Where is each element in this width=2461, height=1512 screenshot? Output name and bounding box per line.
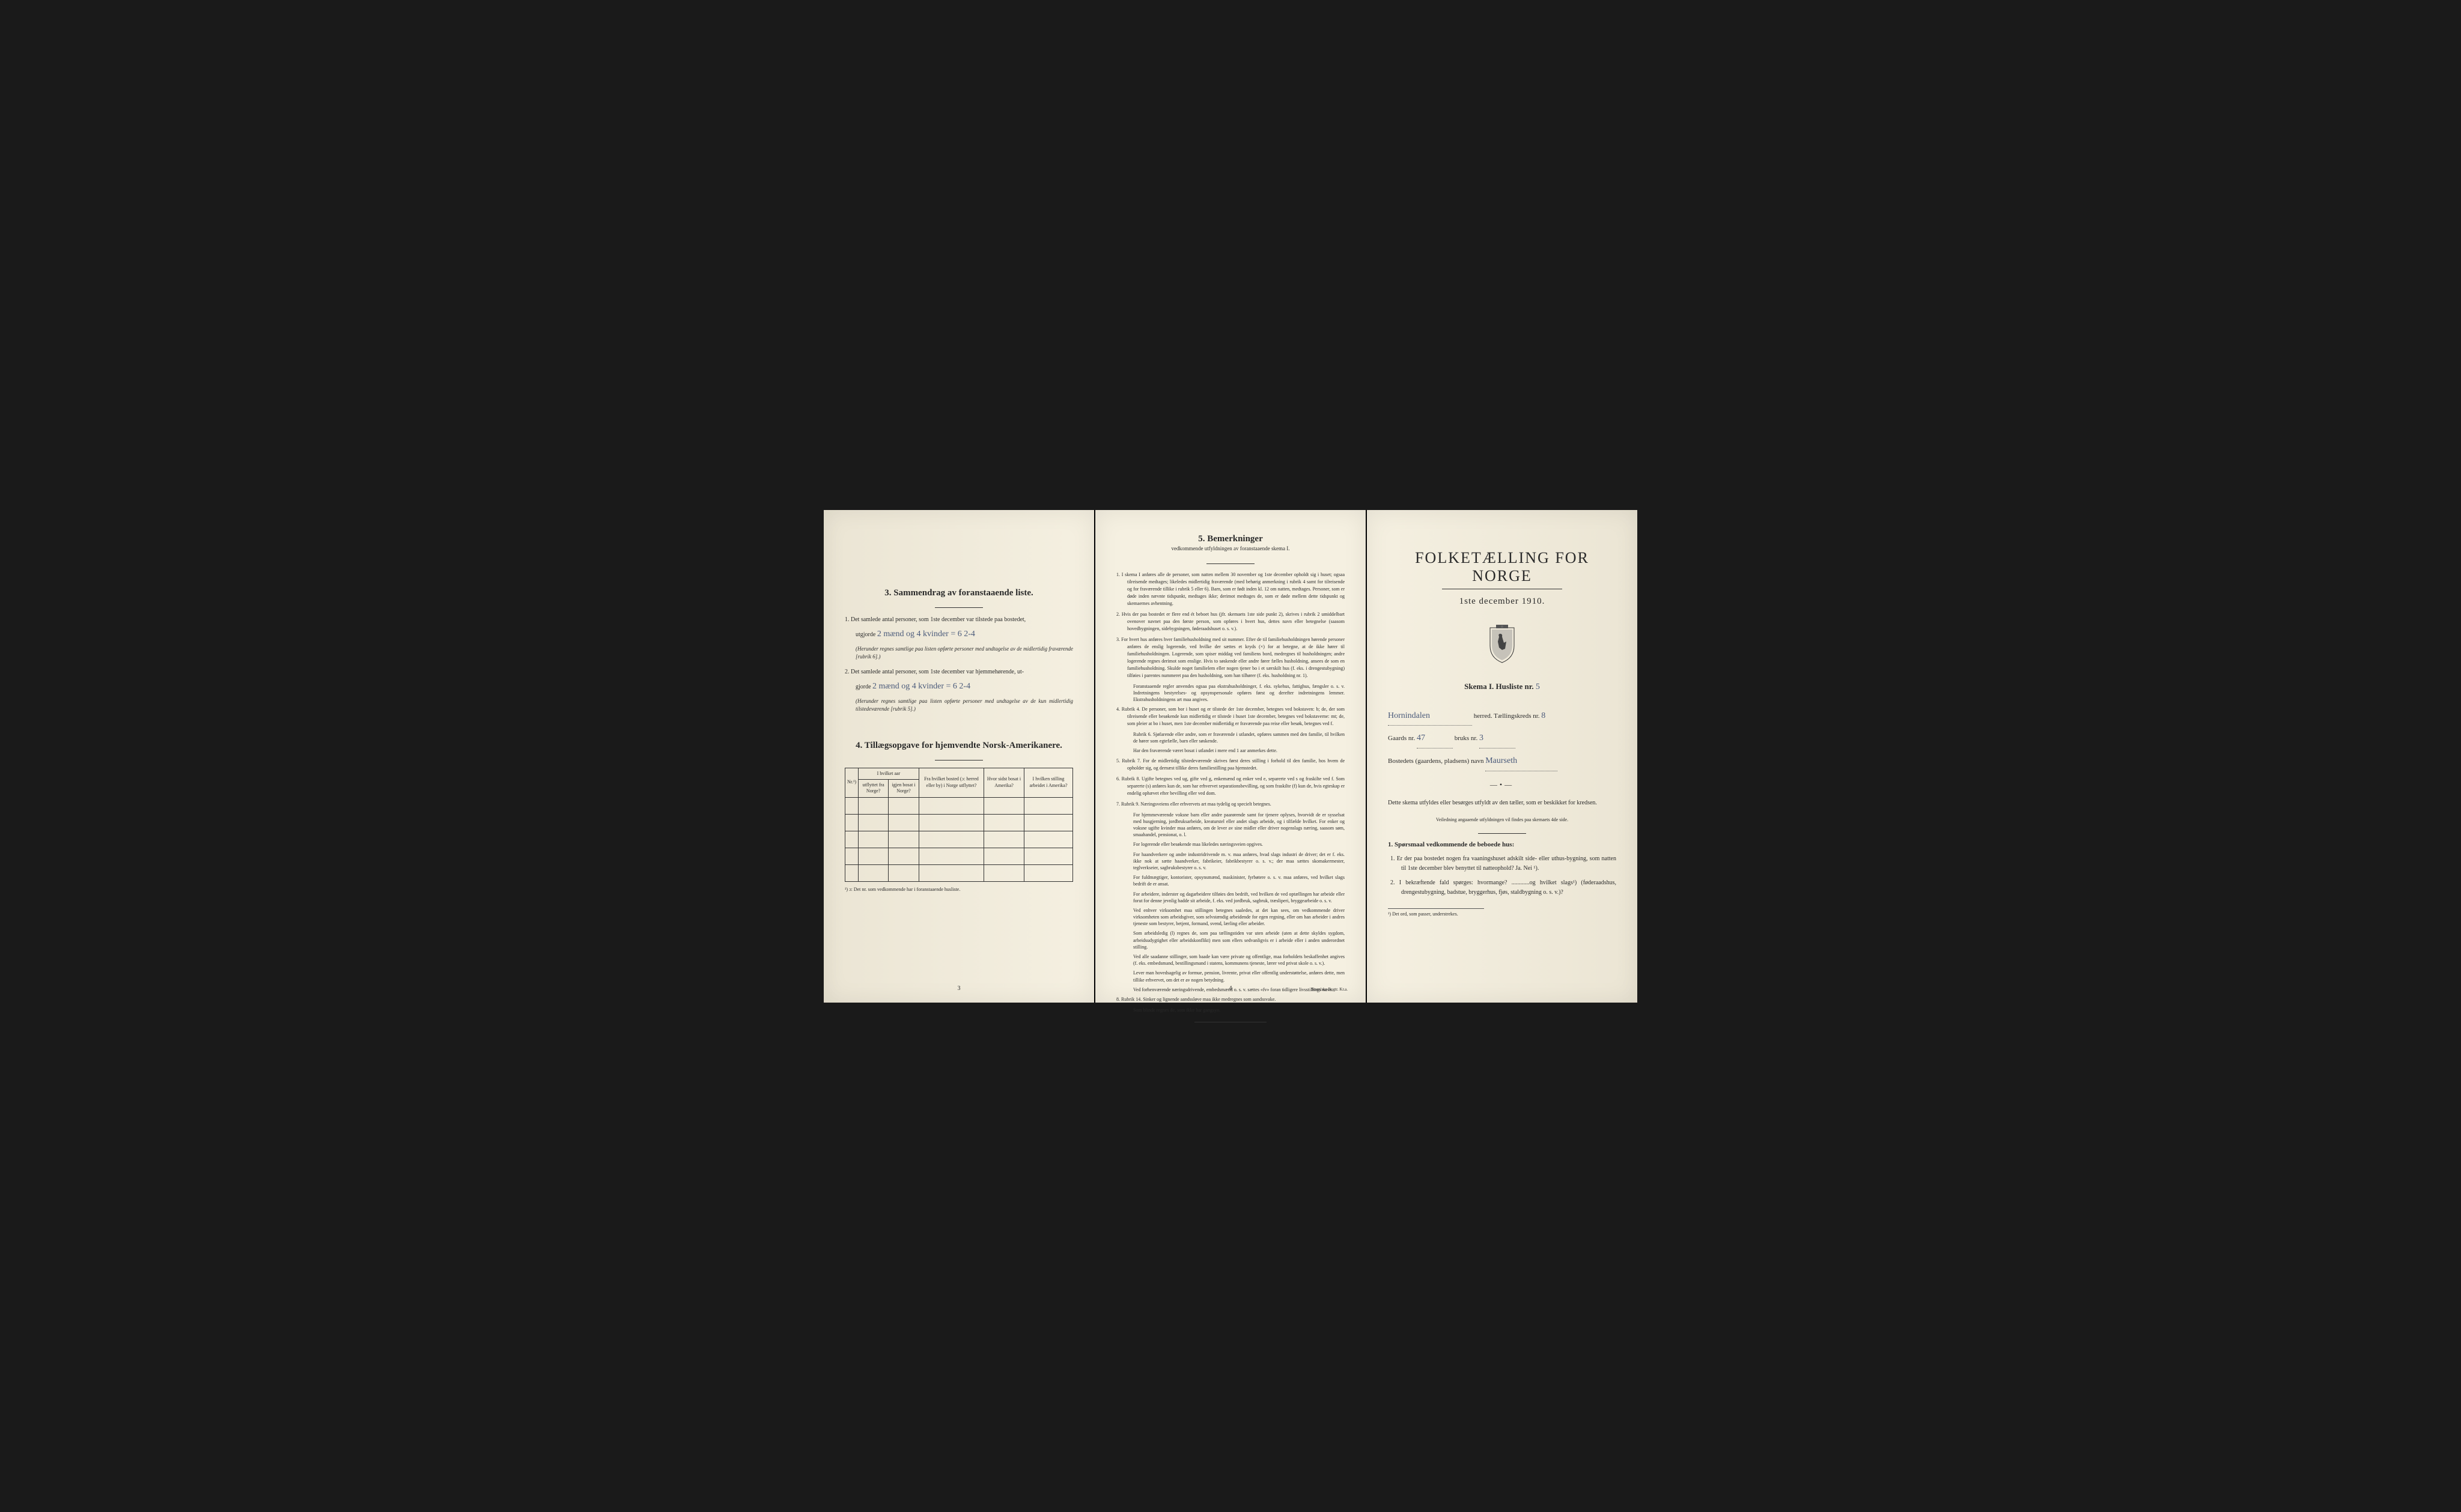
th-utflyttet: utflyttet fra Norge? — [859, 779, 889, 797]
item-1-line: utgjorde 2 mænd og 4 kvinder = 6 2-4 — [845, 628, 1073, 640]
th-stilling: I hvilken stilling arbeidet i Amerika? — [1024, 768, 1073, 797]
section-3-title: 3. Sammendrag av foranstaaende liste. — [845, 588, 1073, 598]
document-container: 3. Sammendrag av foranstaaende liste. 1.… — [824, 510, 1637, 1003]
remark-7i: Ved alle saadanne stillinger, som baade … — [1116, 953, 1345, 967]
remark-7j: Lever man hovedsagelig av formue, pensio… — [1116, 970, 1345, 983]
remark-3: 3. For hvert hus anføres hver familiehus… — [1116, 636, 1345, 679]
herred-label: herred. Tællingskreds nr. — [1474, 712, 1540, 720]
remark-4: 4. Rubrik 4. De personer, som bor i huse… — [1116, 706, 1345, 727]
page-2: 5. Bemerkninger vedkommende utfyldningen… — [1095, 510, 1366, 1003]
item-1-prefix: utgjorde — [856, 631, 875, 638]
table-row — [845, 864, 1073, 881]
remark-7h: Som arbeidsledig (l) regnes de, som paa … — [1116, 930, 1345, 950]
date-subtitle: 1ste december 1910. — [1388, 597, 1616, 607]
ornament-divider: ―•― — [1388, 780, 1616, 789]
remark-8b: Som blinde regnes de, som ikke har gangs… — [1116, 1007, 1345, 1013]
page-number: 4 — [1229, 985, 1232, 992]
question-heading: 1. Spørsmaal vedkommende de beboede hus: — [1388, 841, 1616, 848]
bosted-label: Bostedets (gaardens, pladsens) navn — [1388, 758, 1483, 765]
item-1-note: (Herunder regnes samtlige paa listen opf… — [845, 645, 1073, 661]
remark-1: 1. I skema I anføres alle de personer, s… — [1116, 571, 1345, 607]
remark-3b: Foranstaaende regler anvendes ogsaa paa … — [1116, 683, 1345, 703]
th-nr: Nr.¹) — [845, 768, 859, 797]
remark-5: 5. Rubrik 7. For de midlertidig tilstede… — [1116, 758, 1345, 772]
gaards-line: Gaards nr. 47 bruks nr. 3 — [1388, 729, 1616, 748]
printer-mark: Steen'ske Bogtr. Kr.a. — [1311, 987, 1348, 992]
item-2-line: gjorde 2 mænd og 4 kvinder = 6 2-4 — [845, 680, 1073, 693]
amerikanere-table: Nr.¹) I hvilket aar Fra hvilket bosted (… — [845, 768, 1073, 882]
section-5-title: 5. Bemerkninger — [1116, 534, 1345, 544]
remark-4b: Rubrik 6. Sjøfarende eller andre, som er… — [1116, 731, 1345, 744]
divider — [935, 760, 983, 761]
divider — [1478, 833, 1526, 834]
remark-6: 6. Rubrik 8. Ugifte betegnes ved ug, gif… — [1116, 776, 1345, 797]
bosted-line: Bostedets (gaardens, pladsens) navn Maur… — [1388, 752, 1616, 771]
herred-line: Hornindalen herred. Tællingskreds nr. 8 — [1388, 707, 1616, 726]
remark-4c: Har den fraværende været bosat i utlande… — [1116, 747, 1345, 754]
th-aar: I hvilket aar — [859, 768, 919, 779]
question-1: 1. Er der paa bostedet nogen fra vaaning… — [1388, 854, 1616, 873]
question-2: 2. I bekræftende fald spørges: hvormange… — [1388, 878, 1616, 897]
th-bosat: igjen bosat i Norge? — [889, 779, 919, 797]
remark-7d: For haandverkere og andre industridriven… — [1116, 851, 1345, 872]
table-row — [845, 831, 1073, 848]
table-row — [845, 797, 1073, 814]
remark-7f: For arbeidere, inderster og dagarbeidere… — [1116, 891, 1345, 904]
divider — [935, 607, 983, 608]
item-2-prefix: gjorde — [856, 684, 871, 690]
remark-7g: Ved enhver virksomhet maa stillingen bet… — [1116, 907, 1345, 928]
instruction-text: Dette skema utfyldes eller besørges utfy… — [1388, 798, 1616, 808]
page-number: 3 — [958, 985, 961, 992]
table-footnote: ¹) ɔ: Det nr. som vedkommende har i fora… — [845, 887, 1073, 892]
item-1-handwritten: 2 mænd og 4 kvinder = 6 2-4 — [877, 630, 975, 639]
item-2-intro: 2. Det samlede antal personer, som 1ste … — [845, 667, 1073, 676]
remark-7: 7. Rubrik 9. Næringsveiens eller erhverv… — [1116, 801, 1345, 808]
gaards-nr: 47 — [1417, 729, 1453, 748]
divider — [1206, 563, 1255, 564]
coat-of-arms-icon — [1388, 625, 1616, 667]
item-2-handwritten: 2 mænd og 4 kvinder = 6 2-4 — [872, 682, 970, 691]
instruction-sub: Veiledning angaaende utfyldningen vil fi… — [1388, 817, 1616, 822]
page-1: 3. Sammendrag av foranstaaende liste. 1.… — [824, 510, 1094, 1003]
remark-8: 8. Rubrik 14. Sinker og lignende aandssl… — [1116, 996, 1345, 1003]
section-4-title: 4. Tillægsopgave for hjemvendte Norsk-Am… — [845, 741, 1073, 751]
remark-7e: For fuldmægtiger, kontorister, opsynsmæn… — [1116, 874, 1345, 887]
table-row — [845, 814, 1073, 831]
bruks-nr: 3 — [1479, 729, 1515, 748]
item-2-note: (Herunder regnes samtlige paa listen opf… — [845, 697, 1073, 714]
q-heading-text: 1. Spørsmaal vedkommende de beboede hus: — [1388, 841, 1514, 848]
table-row — [845, 848, 1073, 864]
gaards-label: Gaards nr. — [1388, 735, 1415, 742]
husliste-nr: 5 — [1536, 682, 1540, 691]
th-bosted: Fra hvilket bosted (ɔ: herred eller by) … — [919, 768, 984, 797]
footnote: ¹) Det ord, som passer, understrekes. — [1388, 908, 1484, 917]
remark-7b: For hjemmeværende voksne barn eller andr… — [1116, 812, 1345, 839]
item-1-intro: 1. Det samlede antal personer, som 1ste … — [845, 615, 1073, 624]
page-3: FOLKETÆLLING FOR NORGE 1ste december 191… — [1367, 510, 1637, 1003]
kreds-nr: 8 — [1541, 711, 1545, 720]
skema-line: Skema I. Husliste nr. 5 — [1388, 682, 1616, 692]
bruks-label: bruks nr. — [1455, 735, 1478, 742]
main-title: FOLKETÆLLING FOR NORGE — [1388, 549, 1616, 585]
th-amerika: Hvor sidst bosat i Amerika? — [984, 768, 1024, 797]
bosted-handwritten: Maurseth — [1485, 752, 1557, 771]
skema-label: Skema I. Husliste nr. — [1464, 682, 1533, 691]
herred-handwritten: Hornindalen — [1388, 707, 1472, 726]
remark-7c: For logerende eller besøkende maa likele… — [1116, 841, 1345, 848]
section-5-subtitle: vedkommende utfyldningen av foranstaaend… — [1116, 545, 1345, 551]
remark-2: 2. Hvis der paa bostedet er flere end ét… — [1116, 611, 1345, 633]
